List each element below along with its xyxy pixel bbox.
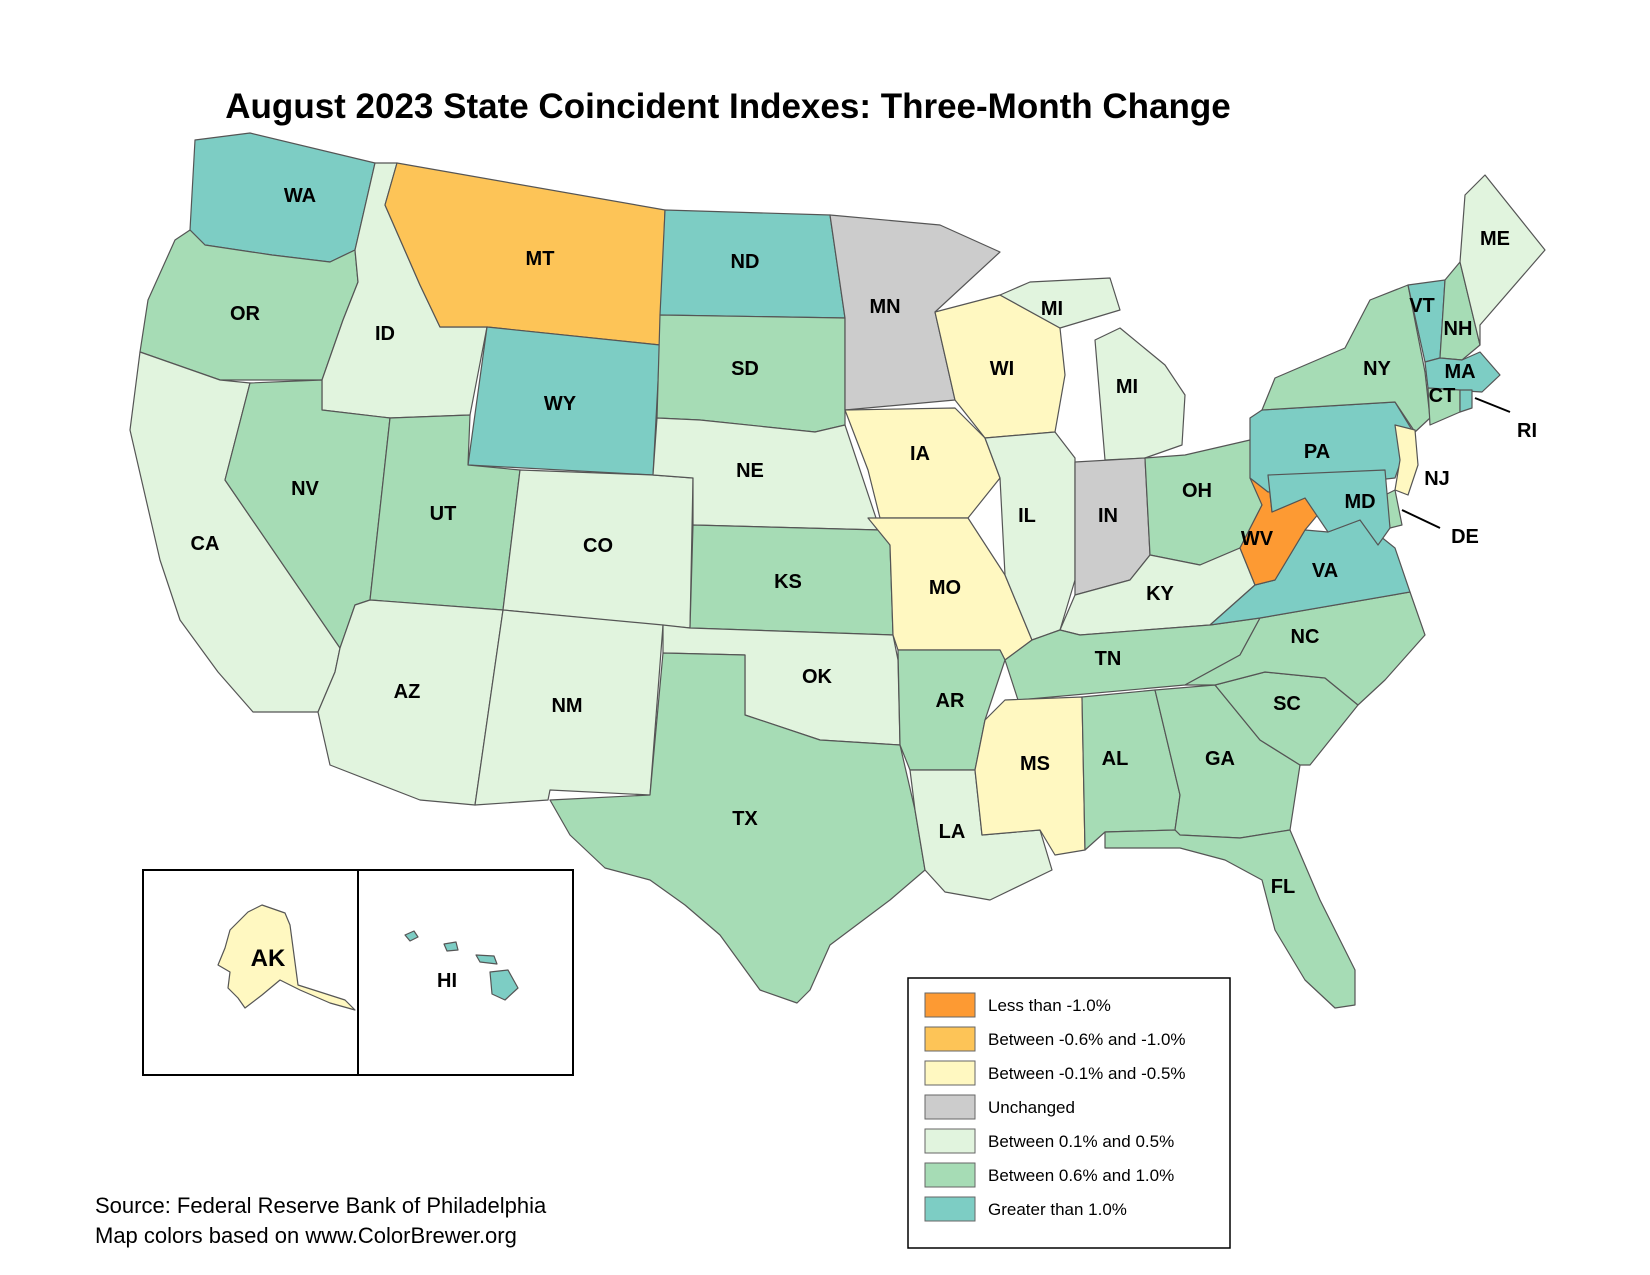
label-wv: WV: [1241, 528, 1274, 550]
label-ct: CT: [1429, 385, 1456, 407]
label-tx: TX: [732, 808, 758, 830]
source-line-1: Source: Federal Reserve Bank of Philadel…: [95, 1193, 547, 1218]
state-ri[interactable]: [1459, 389, 1473, 413]
label-hi: HI: [437, 970, 457, 992]
state-nh[interactable]: [1439, 261, 1481, 361]
label-sc: SC: [1273, 693, 1301, 715]
legend-swatch-zero: [924, 1094, 976, 1120]
label-ks: KS: [774, 571, 802, 593]
label-ar: AR: [936, 690, 965, 712]
hawaii-islands: [404, 930, 519, 1001]
state-ny[interactable]: [1261, 284, 1431, 433]
label-vt: VT: [1409, 295, 1435, 317]
label-va: VA: [1312, 560, 1338, 582]
hawaii-inset-box: [357, 869, 574, 1076]
state-ia[interactable]: [844, 407, 1001, 519]
source-line-2: Map colors based on www.ColorBrewer.org: [95, 1223, 517, 1248]
label-or: OR: [230, 303, 261, 325]
legend-items: Less than -1.0% Between -0.6% and -1.0% Be…: [924, 992, 1186, 1222]
label-mt: MT: [526, 248, 555, 270]
label-ok: OK: [802, 666, 833, 688]
legend-swatch-m01_m05: [924, 1060, 976, 1086]
state-md[interactable]: [1267, 469, 1391, 546]
state-ak[interactable]: [217, 904, 356, 1011]
legend-swatch-lt_m1: [924, 992, 976, 1018]
label-nv: NV: [291, 478, 319, 500]
label-ri: RI: [1517, 420, 1537, 442]
label-ca: CA: [191, 533, 220, 555]
legend-label-p01_p05: Between 0.1% and 0.5%: [988, 1132, 1174, 1151]
label-ny: NY: [1363, 358, 1391, 380]
label-ne: NE: [736, 460, 764, 482]
label-oh: OH: [1182, 480, 1212, 502]
label-co: CO: [583, 535, 613, 557]
ri-leader-line: [1474, 397, 1511, 413]
label-pa: PA: [1304, 441, 1330, 463]
state-tx[interactable]: [549, 652, 926, 1004]
label-mo: MO: [929, 577, 961, 599]
label-de: DE: [1451, 526, 1479, 548]
label-al: AL: [1102, 748, 1129, 770]
state-mi-lp[interactable]: [1094, 327, 1186, 461]
label-sd: SD: [731, 358, 759, 380]
label-ia: IA: [910, 443, 930, 465]
legend: Less than -1.0% Between -0.6% and -1.0% Be…: [907, 977, 1231, 1249]
legend-label-p06_p1: Between 0.6% and 1.0%: [988, 1166, 1174, 1185]
state-hi-big-island[interactable]: [489, 969, 519, 1001]
label-wy: WY: [544, 393, 577, 415]
label-ak: AK: [251, 945, 286, 972]
label-tn: TN: [1095, 648, 1122, 670]
label-ga: GA: [1205, 748, 1235, 770]
state-me[interactable]: [1459, 174, 1546, 346]
legend-swatch-p06_p1: [924, 1162, 976, 1188]
label-nm: NM: [551, 695, 582, 717]
map-title: August 2023 State Coincident Indexes: Th…: [225, 87, 1230, 126]
inset-boxes: AK HI: [142, 869, 574, 1076]
state-nc[interactable]: [1184, 591, 1426, 706]
label-ut: UT: [430, 503, 457, 525]
label-nh: NH: [1444, 318, 1473, 340]
label-nd: ND: [731, 251, 760, 273]
legend-swatch-gt_p1: [924, 1196, 976, 1222]
label-ma: MA: [1444, 361, 1475, 383]
state-fl[interactable]: [1104, 829, 1356, 1009]
label-fl: FL: [1271, 876, 1295, 898]
state-nj[interactable]: [1394, 424, 1419, 496]
label-id: ID: [375, 323, 395, 345]
label-wa: WA: [284, 185, 316, 207]
label-mi-up: MI: [1041, 298, 1063, 320]
label-in: IN: [1098, 505, 1118, 527]
label-nc: NC: [1291, 626, 1320, 648]
legend-label-m01_m05: Between -0.1% and -0.5%: [988, 1064, 1186, 1083]
legend-swatch-p01_p05: [924, 1128, 976, 1154]
state-hi-maui[interactable]: [475, 954, 498, 965]
states-layer: [129, 132, 1546, 1009]
source-notes: Source: Federal Reserve Bank of Philadel…: [95, 1193, 547, 1248]
state-mi-up[interactable]: [999, 277, 1121, 329]
state-wa[interactable]: [189, 132, 376, 263]
label-ky: KY: [1146, 583, 1174, 605]
label-md: MD: [1344, 491, 1375, 513]
legend-swatch-m06_m1: [924, 1026, 976, 1052]
label-wi: WI: [990, 358, 1014, 380]
label-ms: MS: [1020, 753, 1050, 775]
state-ms[interactable]: [974, 696, 1086, 856]
label-me: ME: [1480, 228, 1510, 250]
label-mn: MN: [869, 296, 900, 318]
de-leader-line: [1401, 509, 1441, 529]
state-hi-kauai[interactable]: [404, 930, 419, 942]
legend-label-lt_m1: Less than -1.0%: [988, 996, 1111, 1015]
label-nj: NJ: [1424, 468, 1450, 490]
state-hi-oahu[interactable]: [443, 941, 459, 952]
legend-label-m06_m1: Between -0.6% and -1.0%: [988, 1030, 1186, 1049]
legend-label-zero: Unchanged: [988, 1098, 1075, 1117]
label-az: AZ: [394, 681, 421, 703]
label-la: LA: [939, 821, 966, 843]
legend-label-gt_p1: Greater than 1.0%: [988, 1200, 1127, 1219]
state-labels: WA OR CA ID NV MT WY UT AZ CO NM ND SD N…: [191, 185, 1537, 898]
state-co[interactable]: [502, 469, 694, 629]
label-mi: MI: [1116, 376, 1138, 398]
label-il: IL: [1018, 505, 1036, 527]
